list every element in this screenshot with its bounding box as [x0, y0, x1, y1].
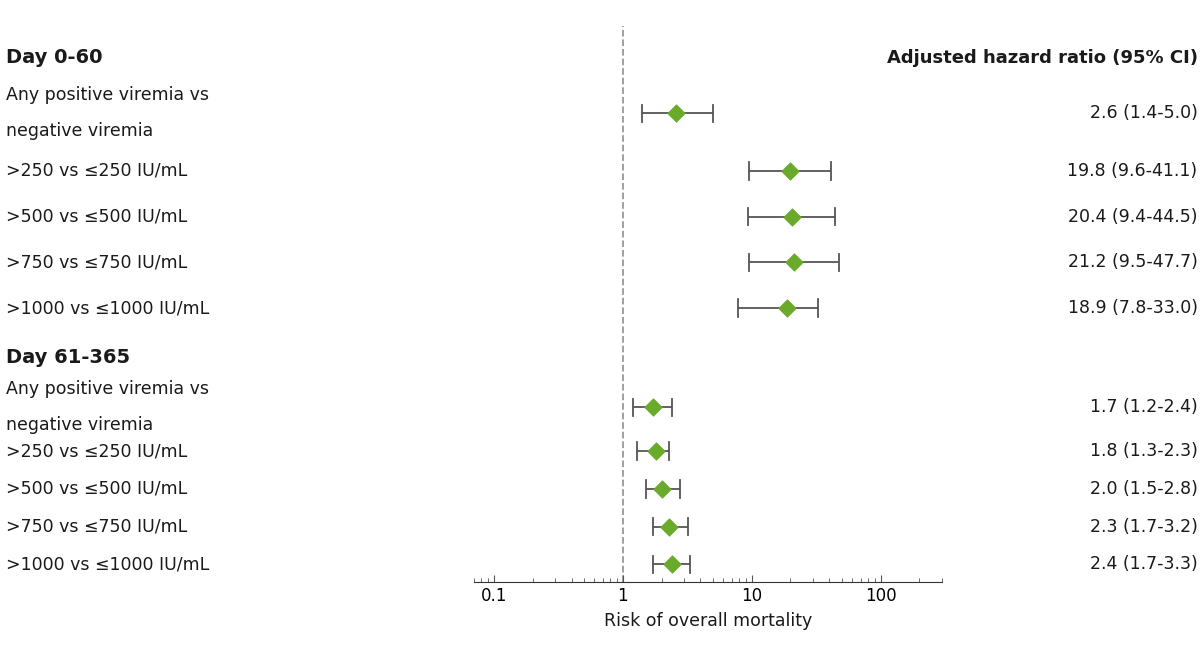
Text: Adjusted hazard ratio (95% CI): Adjusted hazard ratio (95% CI) — [887, 49, 1198, 67]
Text: 21.2 (9.5-47.7): 21.2 (9.5-47.7) — [1068, 254, 1198, 271]
Text: >1000 vs ≤1000 IU/mL: >1000 vs ≤1000 IU/mL — [6, 299, 209, 317]
Point — [667, 108, 686, 118]
Text: 2.3 (1.7-3.2): 2.3 (1.7-3.2) — [1090, 518, 1198, 536]
Text: 18.9 (7.8-33.0): 18.9 (7.8-33.0) — [1068, 299, 1198, 317]
Point — [784, 258, 803, 268]
Text: 2.4 (1.7-3.3): 2.4 (1.7-3.3) — [1090, 555, 1198, 573]
Text: 20.4 (9.4-44.5): 20.4 (9.4-44.5) — [1068, 208, 1198, 226]
Text: >750 vs ≤750 IU/mL: >750 vs ≤750 IU/mL — [6, 518, 187, 536]
Text: 1.7 (1.2-2.4): 1.7 (1.2-2.4) — [1090, 399, 1198, 417]
Point — [780, 166, 799, 176]
Text: 2.0 (1.5-2.8): 2.0 (1.5-2.8) — [1090, 480, 1198, 498]
Text: >1000 vs ≤1000 IU/mL: >1000 vs ≤1000 IU/mL — [6, 555, 209, 573]
Text: Day 0-60: Day 0-60 — [6, 48, 102, 67]
Point — [646, 446, 665, 456]
Point — [782, 212, 802, 222]
Text: Any positive viremia vs: Any positive viremia vs — [6, 380, 209, 399]
Point — [643, 402, 662, 413]
Text: Any positive viremia vs: Any positive viremia vs — [6, 86, 209, 104]
Text: 1.8 (1.3-2.3): 1.8 (1.3-2.3) — [1090, 442, 1198, 460]
Text: negative viremia: negative viremia — [6, 417, 154, 435]
Point — [660, 521, 679, 532]
Text: >500 vs ≤500 IU/mL: >500 vs ≤500 IU/mL — [6, 208, 187, 226]
Text: >250 vs ≤250 IU/mL: >250 vs ≤250 IU/mL — [6, 442, 187, 460]
Text: negative viremia: negative viremia — [6, 122, 154, 140]
Point — [662, 559, 682, 569]
Text: >500 vs ≤500 IU/mL: >500 vs ≤500 IU/mL — [6, 480, 187, 498]
X-axis label: Risk of overall mortality: Risk of overall mortality — [604, 612, 812, 630]
Text: 2.6 (1.4-5.0): 2.6 (1.4-5.0) — [1090, 104, 1198, 122]
Text: Day 61-365: Day 61-365 — [6, 348, 130, 367]
Point — [778, 303, 797, 313]
Text: >750 vs ≤750 IU/mL: >750 vs ≤750 IU/mL — [6, 254, 187, 271]
Text: >250 vs ≤250 IU/mL: >250 vs ≤250 IU/mL — [6, 162, 187, 180]
Point — [652, 484, 671, 494]
Text: 19.8 (9.6-41.1): 19.8 (9.6-41.1) — [1068, 162, 1198, 180]
